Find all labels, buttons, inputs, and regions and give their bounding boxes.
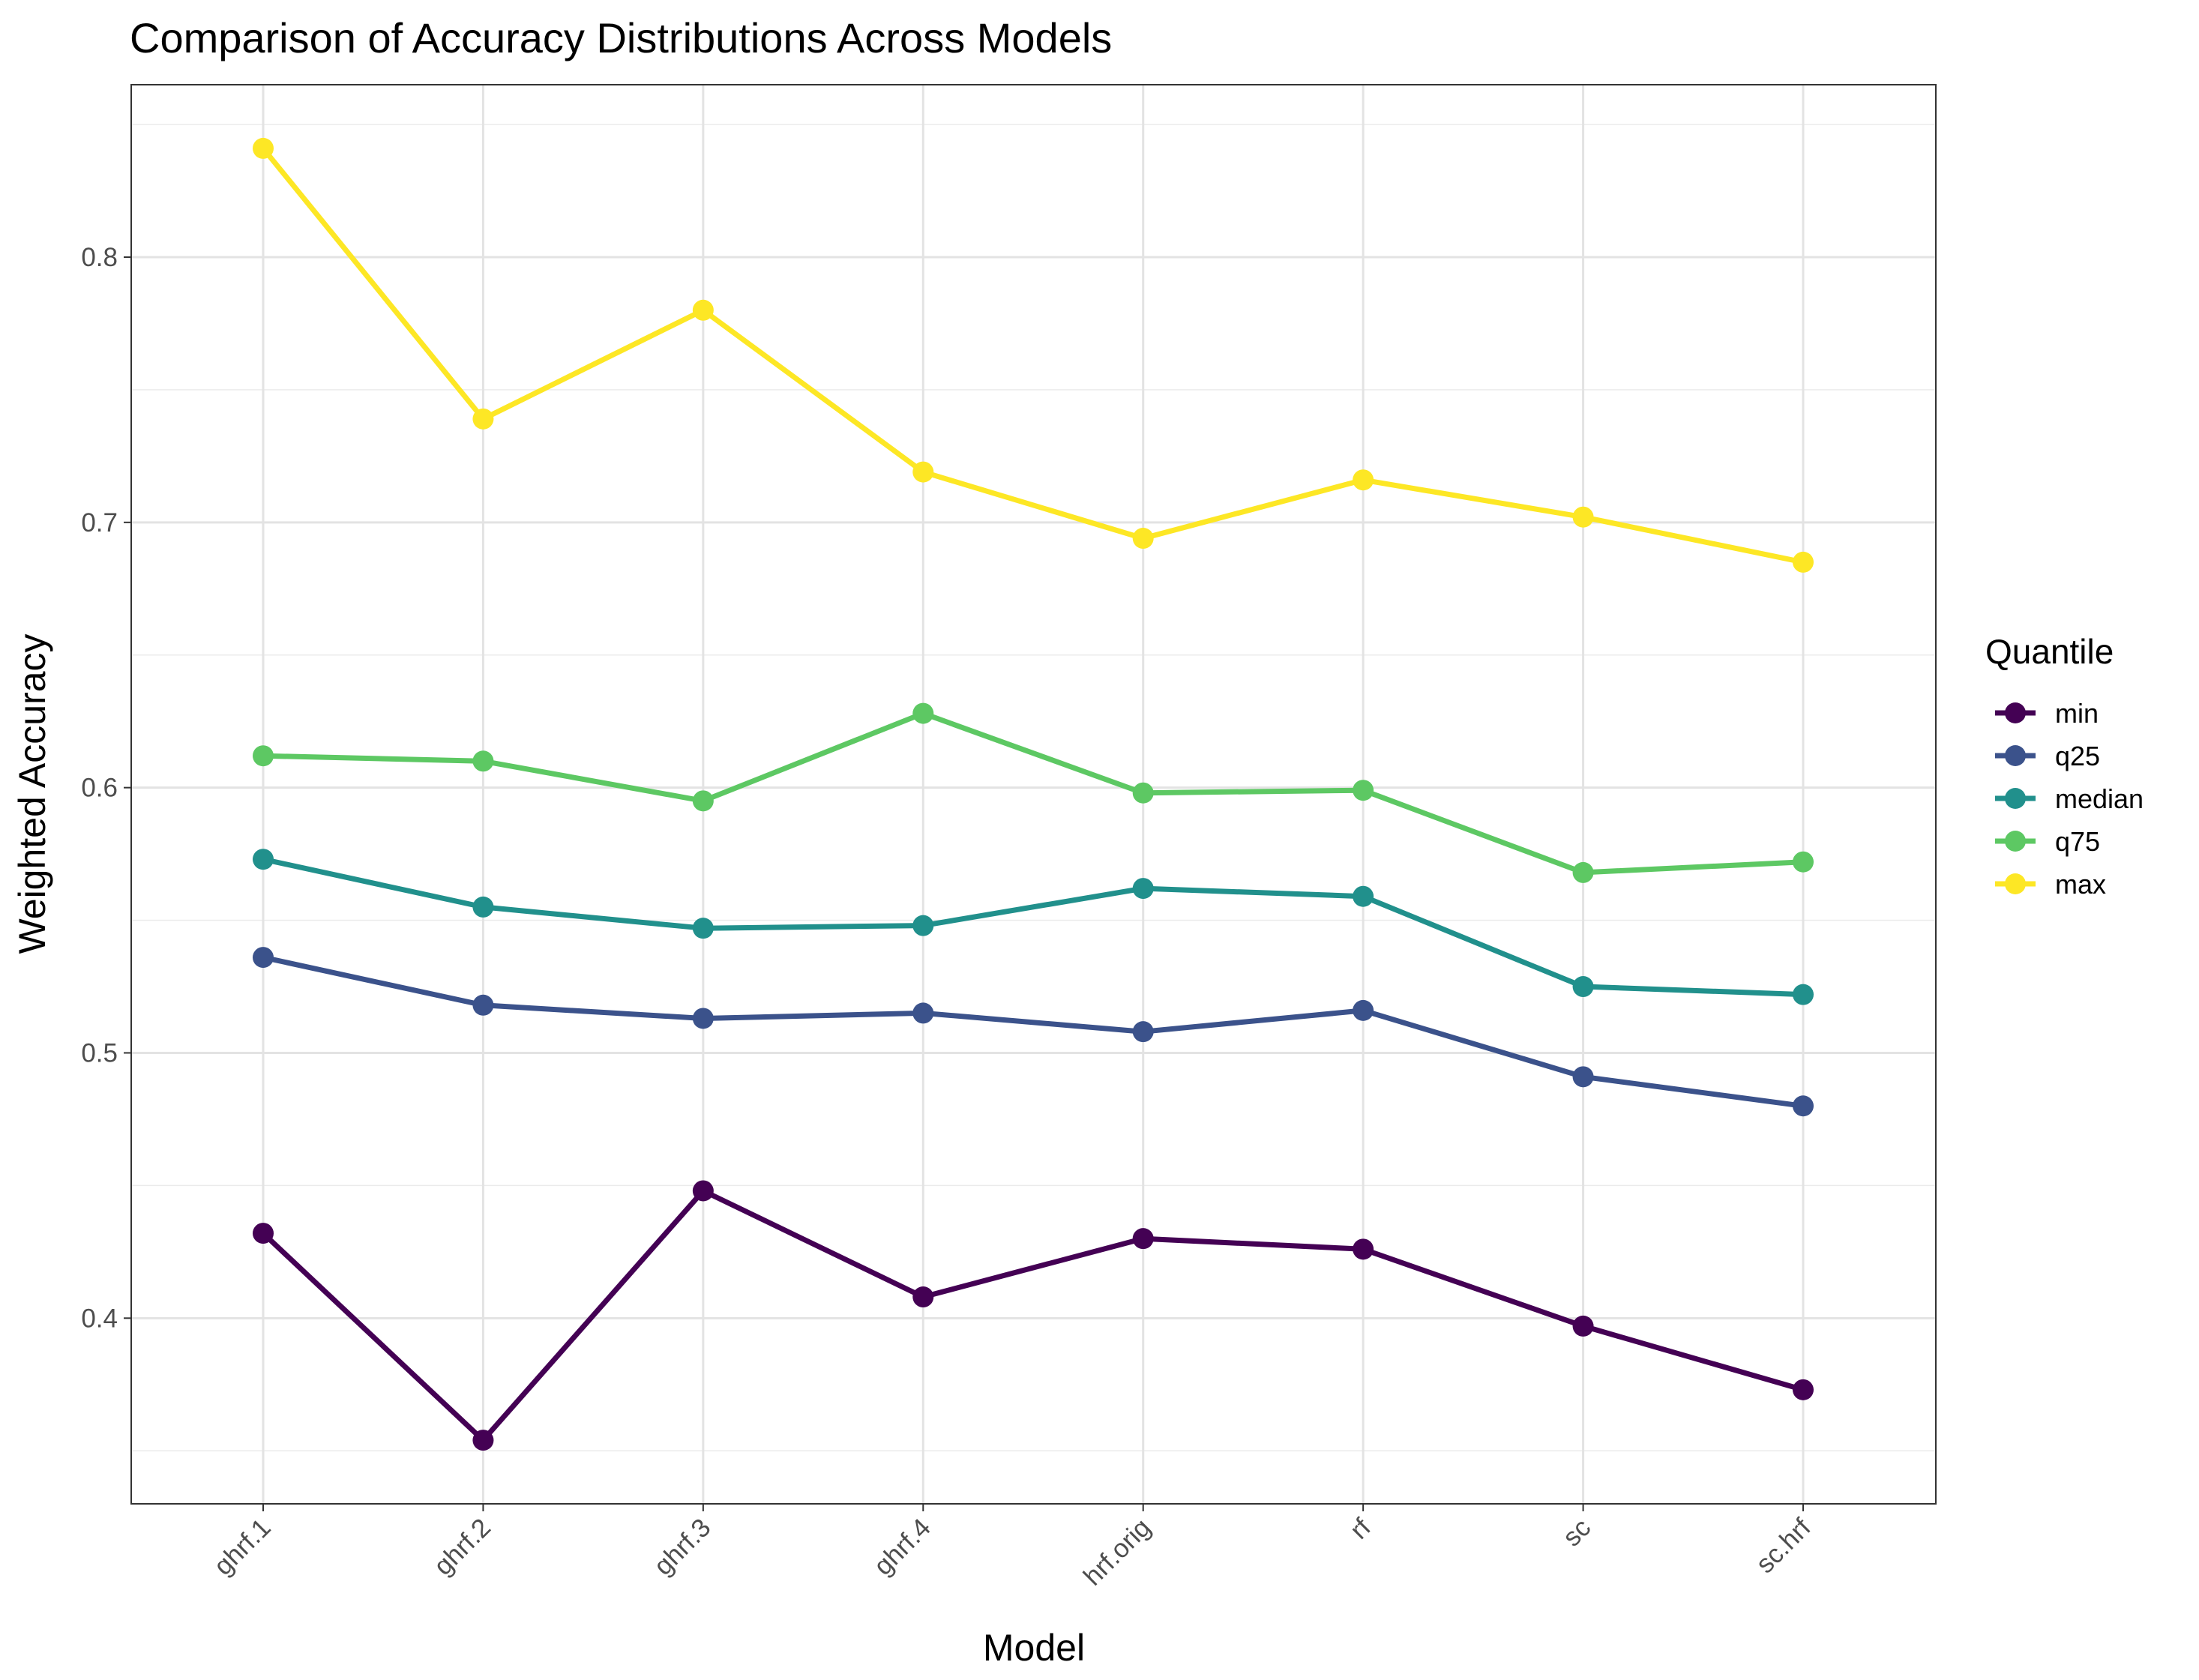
data-point-q75	[912, 702, 934, 724]
chart-title: Comparison of Accuracy Distributions Acr…	[130, 14, 1112, 61]
series-q75	[253, 702, 1814, 883]
data-point-q25	[1353, 999, 1374, 1021]
data-point-q25	[253, 947, 274, 969]
y-tick-label: 0.7	[81, 508, 118, 538]
x-tick-label: hrf.orig	[1078, 1513, 1157, 1592]
series-line-q75	[260, 711, 1806, 876]
data-point-median	[1353, 885, 1374, 907]
x-tick-label: ghrf.4	[868, 1513, 936, 1581]
data-point-q25	[1132, 1021, 1154, 1043]
data-point-q75	[692, 790, 714, 812]
data-point-median	[472, 896, 494, 918]
data-point-q75	[1793, 851, 1814, 873]
legend-item-q75: q75	[1995, 826, 2100, 857]
legend-item-max: max	[1995, 869, 2106, 900]
data-point-q25	[692, 1008, 714, 1029]
legend-item-min: min	[1995, 698, 2099, 729]
data-point-min	[912, 1286, 934, 1308]
data-point-median	[912, 915, 934, 936]
data-point-max	[472, 408, 494, 430]
data-point-max	[912, 461, 934, 483]
series-line-q25	[260, 954, 1806, 1109]
data-point-q75	[1353, 780, 1374, 801]
data-point-q75	[1572, 861, 1594, 883]
data-point-max	[1572, 506, 1594, 528]
legend-key-point	[2005, 702, 2026, 723]
x-tick-label: rf	[1344, 1513, 1377, 1545]
data-point-q25	[912, 1002, 934, 1024]
legend-key-point	[2005, 788, 2026, 809]
x-tick-label: ghrf.2	[428, 1513, 496, 1581]
series-max	[253, 137, 1814, 573]
legend-title: Quantile	[1985, 632, 2114, 671]
legend-label: max	[2055, 869, 2106, 900]
data-point-median	[1572, 976, 1594, 998]
series-line-max	[260, 145, 1806, 565]
legend-key-point	[2005, 873, 2026, 894]
data-point-median	[1793, 984, 1814, 1005]
series-q25	[253, 947, 1814, 1117]
legend-item-median: median	[1995, 783, 2144, 814]
data-point-median	[1132, 878, 1154, 900]
data-point-q25	[1572, 1066, 1594, 1088]
data-point-median	[692, 918, 714, 939]
data-point-min	[1793, 1379, 1814, 1400]
data-point-max	[692, 299, 714, 321]
data-point-q75	[472, 750, 494, 772]
series-min	[253, 1180, 1814, 1451]
data-point-min	[1132, 1228, 1154, 1250]
legend-item-q25: q25	[1995, 741, 2100, 771]
plot-panel	[131, 85, 1936, 1504]
series-line-min	[260, 1188, 1806, 1443]
data-point-min	[1353, 1238, 1374, 1260]
data-point-max	[1132, 528, 1154, 550]
x-axis-title: Model	[983, 1627, 1085, 1669]
data-point-max	[1793, 551, 1814, 573]
x-tick-label: ghrf.3	[649, 1513, 717, 1581]
y-axis-title: Weighted Accuracy	[11, 633, 53, 954]
data-point-max	[1353, 469, 1374, 491]
legend-label: median	[2055, 783, 2144, 814]
legend-key-point	[2005, 745, 2026, 766]
x-tick-label: sc.hrf	[1751, 1513, 1817, 1579]
x-tick-label: ghrf.1	[208, 1513, 277, 1581]
y-tick-label: 0.8	[81, 243, 118, 272]
legend-items: min q25 median q75 max	[1995, 698, 2144, 900]
x-tick-label: sc	[1557, 1513, 1596, 1552]
y-tick-label: 0.4	[81, 1304, 118, 1333]
data-point-min	[1572, 1315, 1594, 1337]
series-line-median	[260, 856, 1806, 998]
y-tick-label: 0.5	[81, 1038, 118, 1068]
data-point-q75	[1132, 782, 1154, 804]
data-point-min	[253, 1223, 274, 1244]
data-point-q25	[472, 994, 494, 1016]
data-point-max	[253, 137, 274, 159]
legend: Quantile min q25 median q75 max	[1985, 632, 2144, 900]
legend-key-point	[2005, 831, 2026, 852]
data-point-min	[472, 1430, 494, 1451]
legend-label: min	[2055, 698, 2099, 729]
data-point-min	[692, 1180, 714, 1202]
plot-border	[130, 84, 1937, 1505]
y-tick-label: 0.6	[81, 774, 118, 803]
data-point-q75	[253, 745, 274, 767]
data-point-q25	[1793, 1095, 1814, 1117]
series-median	[253, 849, 1814, 1005]
legend-label: q25	[2055, 741, 2100, 771]
legend-label: q75	[2055, 826, 2100, 857]
data-point-median	[253, 849, 274, 870]
series-layer	[253, 137, 1814, 1451]
plot-area: 0.4 0.5 0.6 0.7 0.8 ghrf.1 ghrf.2 ghrf.3 ghrf.4 h…	[81, 84, 1937, 1592]
